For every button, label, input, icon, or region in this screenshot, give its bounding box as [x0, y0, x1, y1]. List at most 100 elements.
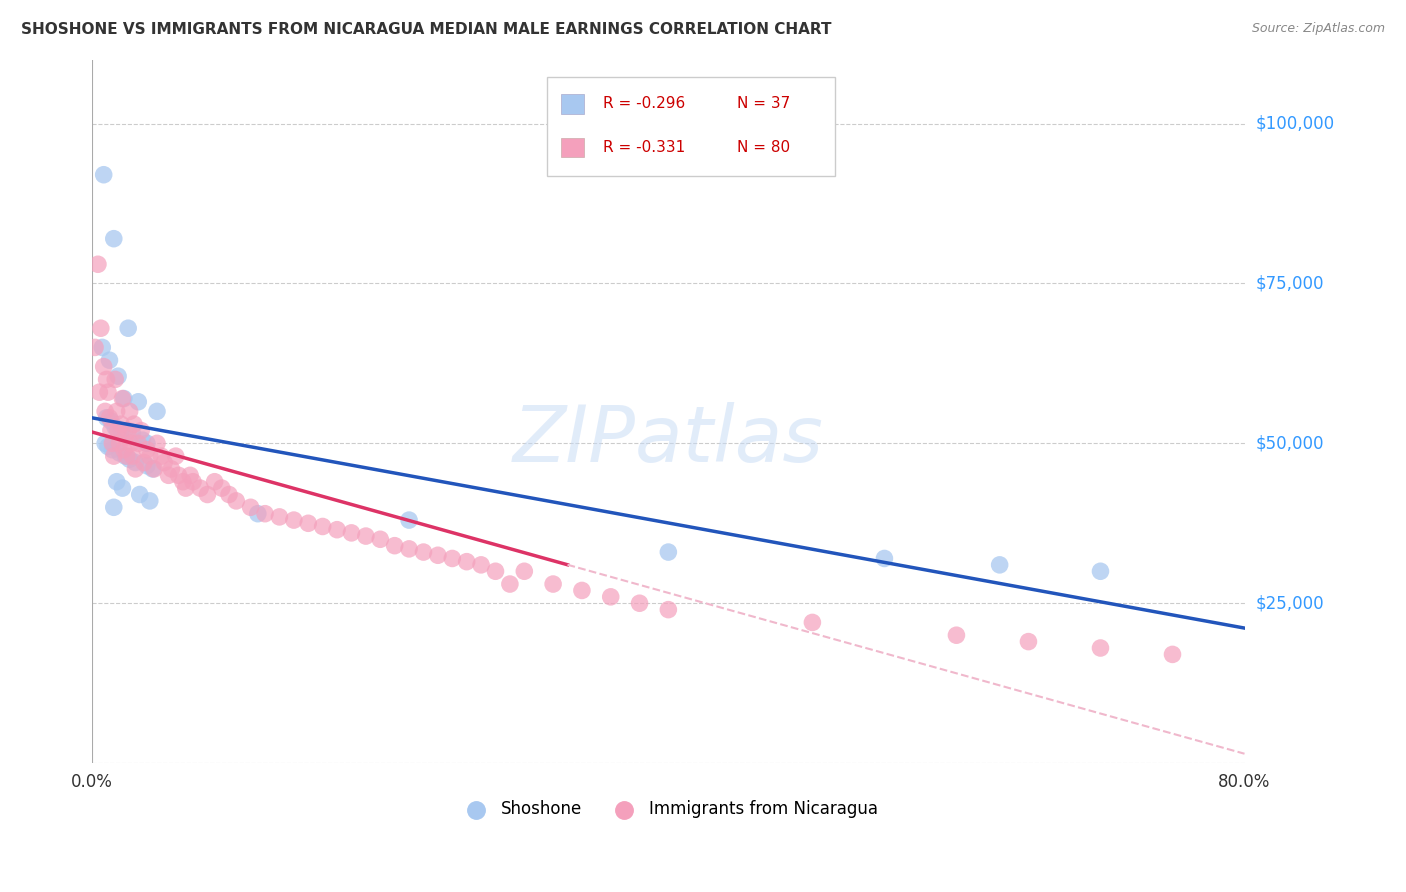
Point — [197, 487, 219, 501]
Point — [135, 442, 157, 457]
Text: $25,000: $25,000 — [1256, 594, 1324, 612]
Point — [124, 462, 146, 476]
Point — [225, 494, 247, 508]
Point — [297, 516, 319, 531]
Point — [114, 449, 136, 463]
Point — [628, 596, 651, 610]
Point — [160, 462, 183, 476]
Point — [599, 590, 621, 604]
Point — [115, 449, 138, 463]
Point — [218, 487, 240, 501]
Point — [118, 404, 141, 418]
Point — [484, 564, 506, 578]
Point — [94, 404, 117, 418]
Point — [153, 456, 176, 470]
Text: $100,000: $100,000 — [1256, 114, 1334, 133]
Text: $75,000: $75,000 — [1256, 275, 1324, 293]
FancyBboxPatch shape — [561, 94, 583, 114]
Point — [181, 475, 204, 489]
Point — [412, 545, 434, 559]
Point — [131, 433, 153, 447]
Point — [246, 507, 269, 521]
Point — [132, 456, 155, 470]
Point — [470, 558, 492, 572]
Point — [97, 440, 120, 454]
Point — [107, 424, 129, 438]
Point — [1090, 564, 1112, 578]
Point — [93, 359, 115, 374]
Point — [96, 372, 118, 386]
Text: N = 37: N = 37 — [738, 96, 790, 112]
Point — [112, 392, 135, 406]
Text: SHOSHONE VS IMMIGRANTS FROM NICARAGUA MEDIAN MALE EARNINGS CORRELATION CHART: SHOSHONE VS IMMIGRANTS FROM NICARAGUA ME… — [21, 22, 831, 37]
Point — [326, 523, 349, 537]
Point — [107, 369, 129, 384]
Point — [98, 353, 121, 368]
Point — [801, 615, 824, 630]
Point — [354, 529, 377, 543]
Point — [165, 449, 187, 463]
Point — [129, 424, 152, 438]
Point — [93, 168, 115, 182]
Point — [104, 420, 127, 434]
Point — [441, 551, 464, 566]
Text: R = -0.331: R = -0.331 — [603, 140, 685, 155]
Point — [1017, 634, 1039, 648]
Point — [146, 436, 169, 450]
Point — [84, 340, 107, 354]
Point — [110, 424, 132, 438]
Point — [426, 548, 449, 562]
Point — [657, 602, 679, 616]
Point — [139, 494, 162, 508]
Point — [239, 500, 262, 515]
Point — [89, 385, 111, 400]
Point — [269, 509, 291, 524]
Point — [94, 436, 117, 450]
Point — [87, 257, 110, 271]
Point — [174, 481, 197, 495]
Point — [172, 475, 194, 489]
Point — [120, 436, 142, 450]
Point — [97, 385, 120, 400]
Point — [398, 513, 420, 527]
Point — [101, 436, 124, 450]
Point — [1090, 640, 1112, 655]
Point — [103, 232, 125, 246]
Point — [188, 481, 211, 495]
Point — [283, 513, 305, 527]
Point — [117, 424, 139, 438]
Text: Source: ZipAtlas.com: Source: ZipAtlas.com — [1251, 22, 1385, 36]
Point — [127, 394, 149, 409]
Point — [988, 558, 1011, 572]
Point — [253, 507, 276, 521]
Point — [100, 414, 122, 428]
Text: R = -0.296: R = -0.296 — [603, 96, 685, 112]
FancyBboxPatch shape — [561, 137, 583, 157]
Point — [118, 452, 141, 467]
Point — [143, 462, 166, 476]
Point — [98, 410, 121, 425]
Legend: Shoshone, Immigrants from Nicaragua: Shoshone, Immigrants from Nicaragua — [453, 794, 884, 825]
Text: $50,000: $50,000 — [1256, 434, 1324, 452]
Point — [873, 551, 896, 566]
Point — [135, 436, 157, 450]
Point — [142, 462, 165, 476]
Point — [124, 456, 146, 470]
Point — [91, 340, 114, 354]
FancyBboxPatch shape — [547, 78, 835, 176]
Point — [127, 436, 149, 450]
Point — [146, 404, 169, 418]
Point — [105, 475, 128, 489]
Point — [157, 468, 180, 483]
Text: N = 80: N = 80 — [738, 140, 790, 155]
Text: ZIPatlas: ZIPatlas — [513, 401, 824, 477]
Point — [368, 533, 391, 547]
Point — [103, 500, 125, 515]
Point — [139, 449, 162, 463]
Point — [211, 481, 233, 495]
Point — [571, 583, 593, 598]
Point — [384, 539, 406, 553]
Point — [96, 410, 118, 425]
Point — [513, 564, 536, 578]
Point — [111, 392, 134, 406]
